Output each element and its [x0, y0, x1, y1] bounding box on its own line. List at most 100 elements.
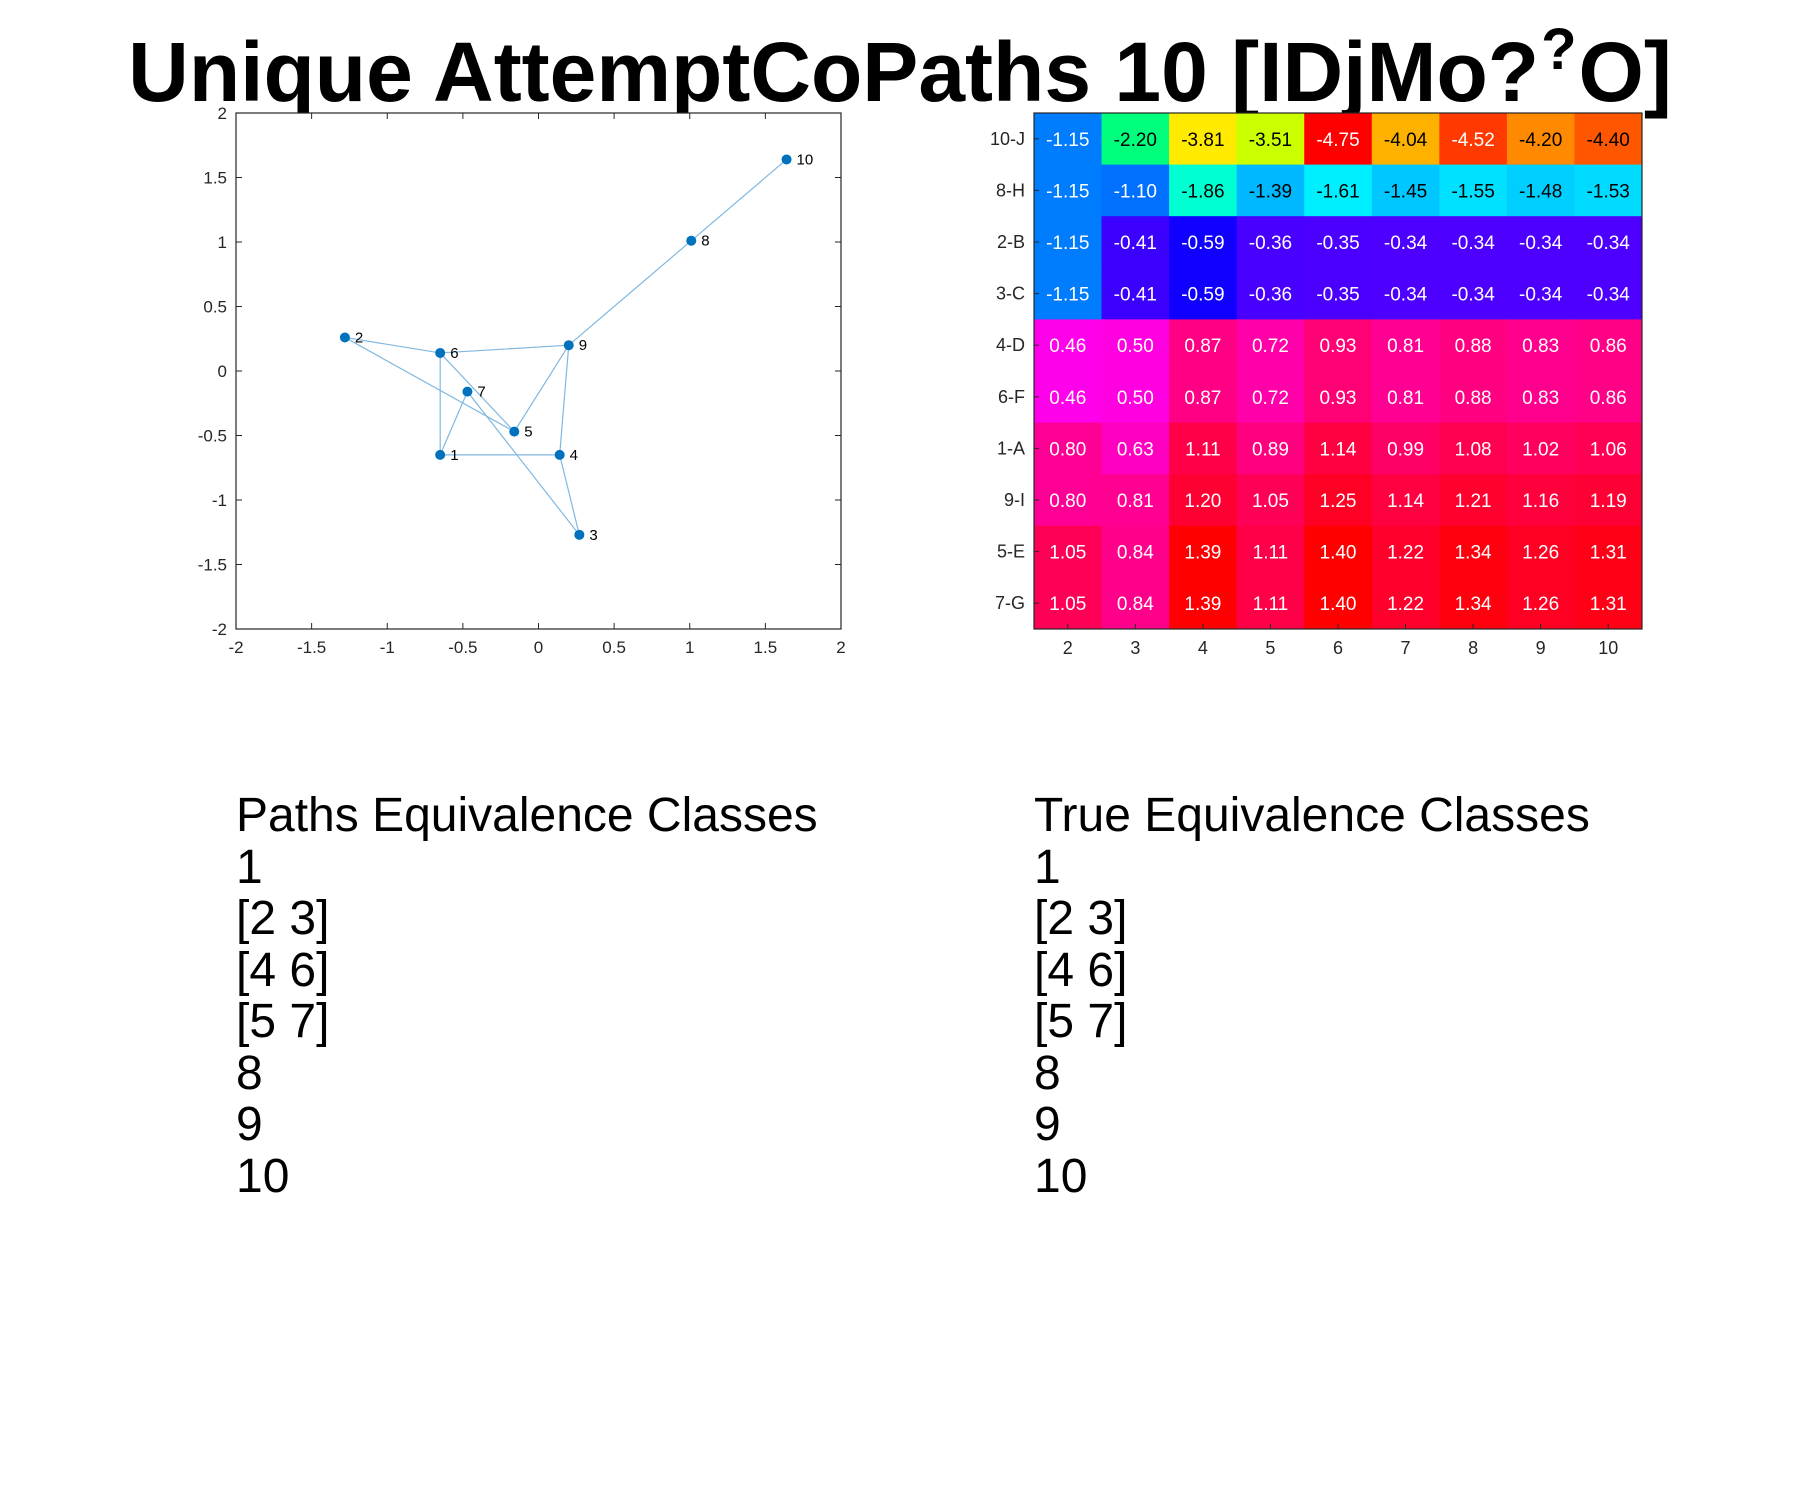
x-tick-label: -1	[380, 638, 395, 657]
heatmap-cell-label: -0.34	[1384, 233, 1428, 254]
heatmap-cell	[1169, 474, 1238, 527]
heatmap-cell-label: 0.81	[1117, 491, 1154, 512]
graph-edge	[559, 345, 570, 455]
heatmap-cell-label: 1.11	[1253, 594, 1289, 615]
heatmap-cell	[1034, 577, 1103, 630]
graph-node	[435, 347, 446, 358]
title-main: Unique AttemptCoPaths 10 [IDjMo?	[128, 25, 1540, 119]
heatmap-cell	[1101, 371, 1170, 424]
heatmap-cell-label: -0.36	[1249, 233, 1292, 254]
heatmap-cell	[1034, 216, 1103, 269]
heatmap-cell-label: 1.39	[1184, 543, 1221, 564]
paths-class-item: 8	[236, 1046, 263, 1100]
heatmap-cell	[1574, 267, 1643, 320]
heatmap-cell-label: 1.26	[1522, 543, 1559, 564]
y-tick-label: 0	[218, 362, 227, 381]
heatmap-cell-label: -3.51	[1249, 130, 1292, 151]
true-class-item: 8	[1034, 1046, 1061, 1100]
title-superscript: ?	[1541, 17, 1577, 82]
heatmap-cell-label: -1.45	[1384, 181, 1427, 202]
heatmap-cell-label: -0.59	[1181, 285, 1224, 306]
graph-node	[554, 449, 565, 460]
graph-node-label: 5	[524, 424, 532, 441]
heatmap-column-label: 9	[1536, 638, 1546, 658]
heatmap-cell	[1101, 319, 1170, 372]
heatmap-cell-label: -0.59	[1181, 233, 1224, 254]
y-tick-label: 0.5	[203, 298, 227, 317]
heatmap-cell-label: -0.34	[1519, 285, 1563, 306]
heatmap-cell-label: -2.20	[1114, 130, 1157, 151]
heatmap-cell	[1236, 216, 1305, 269]
heatmap-cell-label: -4.20	[1519, 130, 1562, 151]
heatmap-row-label: 6-F	[998, 387, 1025, 407]
heatmap-cell	[1236, 577, 1305, 630]
heatmap-cell	[1574, 216, 1643, 269]
heatmap-row-label: 2-B	[997, 232, 1025, 252]
graph-edge	[513, 344, 570, 432]
heatmap-cell	[1371, 474, 1440, 527]
heatmap-cell	[1169, 216, 1238, 269]
heatmap-cell-label: -3.81	[1181, 130, 1224, 151]
graph-edge	[440, 344, 569, 354]
graph-node-label: 8	[701, 233, 709, 250]
heatmap-cell-label: 1.40	[1320, 543, 1357, 564]
heatmap-cell	[1304, 164, 1373, 217]
heatmap-cell-label: -0.41	[1114, 285, 1157, 306]
heatmap-row-label: 5-E	[997, 542, 1025, 562]
y-tick-label: -1	[212, 491, 227, 510]
heatmap-cell-label: 0.86	[1590, 336, 1627, 357]
heatmap-cell-label: 1.25	[1320, 491, 1357, 512]
heatmap-cell	[1101, 267, 1170, 320]
graph-edge	[466, 391, 580, 536]
graph-node-label: 2	[355, 329, 363, 346]
heatmap-cell	[1034, 525, 1103, 578]
heatmap-cell	[1371, 525, 1440, 578]
heatmap-cell-label: 0.88	[1455, 336, 1492, 357]
heatmap-cell-label: 0.99	[1387, 439, 1424, 460]
heatmap-cell-label: 0.81	[1387, 388, 1424, 409]
heatmap-cell	[1236, 371, 1305, 424]
heatmap-cell-label: -0.41	[1114, 233, 1157, 254]
heatmap-cell-label: -1.55	[1451, 181, 1494, 202]
heatmap-column-label: 8	[1468, 638, 1478, 658]
paths-class-item: [4 6]	[236, 943, 330, 997]
heatmap-cell-label: 1.39	[1184, 594, 1221, 615]
heatmap-cell-label: 0.83	[1522, 336, 1559, 357]
x-tick-label: 1.5	[754, 638, 778, 657]
heatmap-cell	[1304, 474, 1373, 527]
heatmap-cell-label: 0.80	[1049, 439, 1086, 460]
heatmap-cell-label: 0.89	[1252, 439, 1289, 460]
graph-node	[509, 426, 520, 437]
heatmap-cell-label: 0.87	[1184, 336, 1221, 357]
heatmap-cell	[1506, 216, 1575, 269]
heatmap-cell	[1574, 474, 1643, 527]
heatmap-cell-label: -4.52	[1451, 130, 1494, 151]
heatmap-cell-label: -0.35	[1316, 233, 1359, 254]
heatmap-cell	[1169, 164, 1238, 217]
heatmap-cell	[1439, 319, 1508, 372]
paths-equivalence-classes: Paths Equivalence Classes 1 [2 3] [4 6] …	[236, 790, 818, 1202]
heatmap-cell	[1506, 577, 1575, 630]
heatmap-cell	[1169, 113, 1238, 166]
heatmap-cell-label: 0.88	[1455, 388, 1492, 409]
heatmap-cell	[1439, 113, 1508, 166]
heatmap-cell	[1101, 474, 1170, 527]
heatmap-cell	[1304, 422, 1373, 475]
y-tick-label: 1.5	[203, 169, 227, 188]
graph-node	[563, 340, 574, 351]
heatmap-cell	[1169, 319, 1238, 372]
heatmap-cell-label: 1.34	[1455, 543, 1492, 564]
graph-edge	[344, 336, 441, 354]
heatmap-cell-label: -1.15	[1046, 181, 1089, 202]
heatmap-cell-label: -1.86	[1181, 181, 1224, 202]
x-tick-label: 0	[534, 638, 543, 657]
heatmap-cell	[1101, 577, 1170, 630]
heatmap-cell	[1439, 422, 1508, 475]
heatmap-cell	[1574, 113, 1643, 166]
heatmap-chart: -1.15 -2.20 -3.81 -3.51 -4.75 -4.04 -4.52 -4.20…	[990, 112, 1643, 658]
heatmap-row-label: 4-D	[996, 335, 1025, 355]
heatmap-cell	[1371, 216, 1440, 269]
heatmap-cell-label: -0.34	[1451, 285, 1495, 306]
heatmap-cell	[1034, 319, 1103, 372]
heatmap-cell-label: 1.26	[1522, 594, 1559, 615]
